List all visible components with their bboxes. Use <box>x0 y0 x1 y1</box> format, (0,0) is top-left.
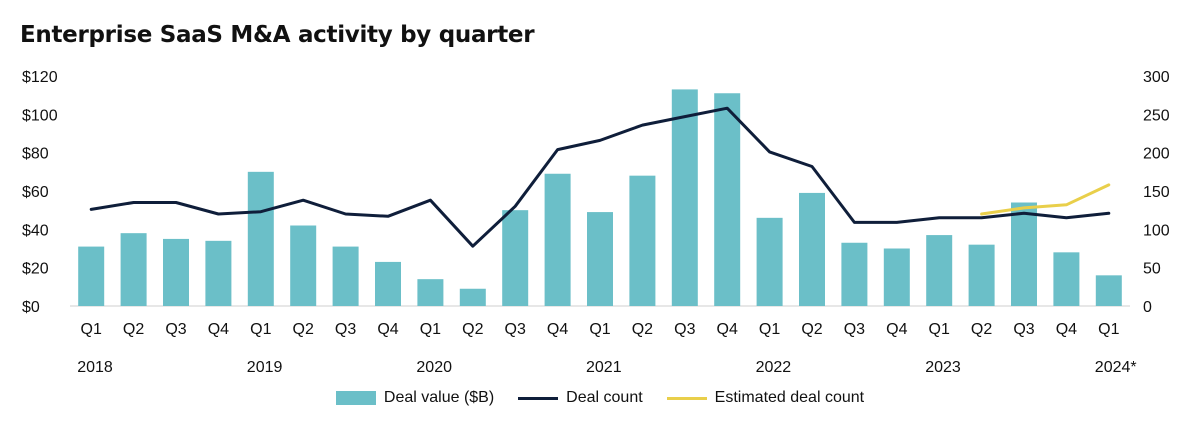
tick-labels-layer: $0 $20 $40 $60 $80 $100 $120 0 50 100 150 200 250 300… <box>22 69 1170 376</box>
bar-deal-value <box>587 212 613 306</box>
x-axis-quarter-label: Q1 <box>1098 321 1119 338</box>
x-axis-year-label: 2021 <box>586 359 622 376</box>
legend-swatch-estimated-deal-count <box>666 396 707 400</box>
bar-deal-value <box>205 240 232 306</box>
legend-label-deal-value: Deal value ($B) <box>383 389 495 406</box>
bar-deal-value <box>120 233 147 306</box>
bar-deal-value <box>799 192 825 306</box>
lines-layer <box>89 106 1111 248</box>
x-axis-year-label: 2023 <box>925 359 961 376</box>
x-axis-quarter-label: Q1 <box>929 321 950 338</box>
x-axis-quarter-label: Q4 <box>377 321 398 338</box>
legend-swatch-deal-count <box>518 396 559 400</box>
x-axis-quarter-label: Q3 <box>844 321 865 338</box>
bar-deal-value <box>841 242 868 306</box>
bar-deal-value <box>883 248 910 306</box>
right-axis-tick-label: 200 <box>1143 146 1170 163</box>
legend: Deal value ($B) Deal count Estimated dea… <box>0 389 1200 407</box>
chart-title: Enterprise SaaS M&A activity by quarter <box>20 22 535 48</box>
left-axis-tick-label: $0 <box>22 299 40 316</box>
legend-item-deal-count: Deal count <box>518 389 643 407</box>
bar-deal-value <box>1053 252 1080 306</box>
x-axis-quarter-label: Q2 <box>123 321 144 338</box>
bar-deal-value <box>1011 202 1037 306</box>
x-axis-quarter-label: Q1 <box>589 321 610 338</box>
bar-deal-value <box>926 235 953 306</box>
bar-deal-value <box>417 279 444 306</box>
bar-deal-value <box>714 93 741 306</box>
x-axis-quarter-label: Q2 <box>293 321 314 338</box>
x-axis-quarter-label: Q2 <box>971 321 992 338</box>
right-axis-tick-label: 150 <box>1143 184 1170 201</box>
x-axis-quarter-label: Q3 <box>335 321 356 338</box>
line-deal-count <box>89 106 1111 248</box>
bar-deal-value <box>968 244 995 306</box>
x-axis-year-label: 2022 <box>756 359 792 376</box>
x-axis-year-label: 2019 <box>247 359 283 376</box>
x-axis-quarter-label: Q4 <box>886 321 907 338</box>
bar-deal-value <box>459 288 486 306</box>
right-axis-tick-label: 0 <box>1143 299 1152 316</box>
legend-label-deal-count: Deal count <box>566 389 643 406</box>
right-axis-tick-label: 250 <box>1143 107 1170 124</box>
x-axis-quarter-label: Q1 <box>759 321 780 338</box>
right-axis-tick-label: 50 <box>1143 261 1161 278</box>
legend-item-deal-value: Deal value ($B) <box>335 389 495 407</box>
x-axis-quarter-label: Q3 <box>1013 321 1034 338</box>
bars-layer <box>78 89 1122 307</box>
bar-deal-value <box>629 175 656 306</box>
x-axis-year-label: 2024* <box>1095 359 1137 376</box>
legend-item-estimated-deal-count: Estimated deal count <box>666 389 865 407</box>
bar-deal-value <box>671 89 698 307</box>
bar-deal-value <box>756 217 783 306</box>
left-axis-tick-label: $120 <box>22 69 58 86</box>
bar-deal-value <box>1095 275 1122 306</box>
right-axis-tick-label: 300 <box>1143 69 1170 86</box>
legend-label-estimated-deal-count: Estimated deal count <box>714 389 865 406</box>
line-estimated-deal-count <box>980 183 1111 216</box>
bar-deal-value <box>78 246 105 306</box>
x-axis-quarter-label: Q4 <box>1056 321 1077 338</box>
bar-deal-value <box>332 246 359 306</box>
x-axis-year-label: 2018 <box>77 359 113 376</box>
x-axis-quarter-label: Q3 <box>674 321 695 338</box>
bar-deal-value <box>502 210 529 306</box>
bar-deal-value <box>544 173 571 306</box>
left-axis-tick-label: $20 <box>22 261 49 278</box>
legend-swatch-deal-value <box>335 391 376 405</box>
bar-deal-value <box>247 171 274 306</box>
left-axis-tick-label: $60 <box>22 184 49 201</box>
x-axis-quarter-label: Q2 <box>462 321 483 338</box>
x-axis-quarter-label: Q4 <box>717 321 738 338</box>
bar-deal-value <box>375 261 401 306</box>
bar-deal-value <box>290 225 317 306</box>
x-axis-quarter-label: Q1 <box>420 321 441 338</box>
x-axis-quarter-label: Q3 <box>505 321 526 338</box>
x-axis-year-label: 2020 <box>416 359 452 376</box>
x-axis-quarter-label: Q1 <box>81 321 102 338</box>
x-axis-quarter-label: Q3 <box>165 321 186 338</box>
x-axis-quarter-label: Q1 <box>250 321 271 338</box>
x-axis-quarter-label: Q2 <box>801 321 822 338</box>
left-axis-tick-label: $80 <box>22 146 49 163</box>
left-axis-tick-label: $40 <box>22 222 49 239</box>
x-axis-quarter-label: Q4 <box>208 321 229 338</box>
left-axis-tick-label: $100 <box>22 107 58 124</box>
bar-deal-value <box>163 238 189 306</box>
right-axis-tick-label: 100 <box>1143 222 1170 239</box>
x-axis-quarter-label: Q2 <box>632 321 653 338</box>
x-axis-quarter-label: Q4 <box>547 321 568 338</box>
